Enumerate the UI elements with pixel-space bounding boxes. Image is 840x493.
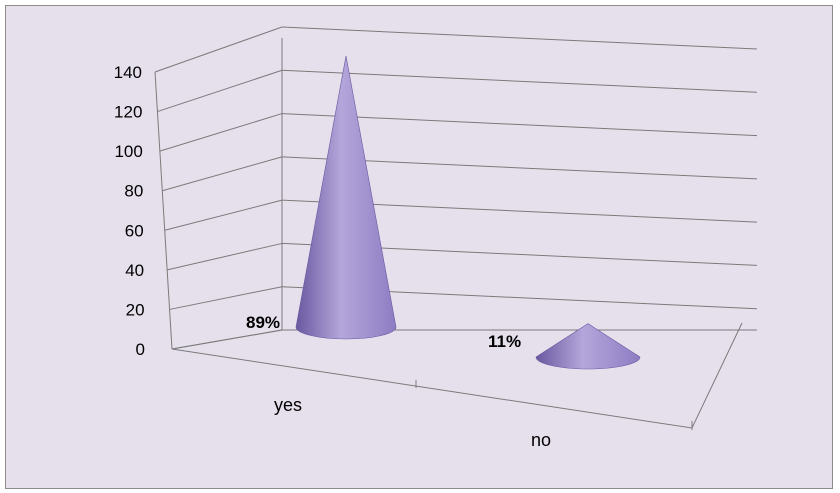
gridline-side xyxy=(154,26,283,73)
y-axis-tick-labels: 0 20 40 60 80 100 120 140 xyxy=(114,63,145,359)
y-tick-label: 40 xyxy=(125,261,144,280)
category-label-yes: yes xyxy=(274,395,302,415)
category-labels: yes no xyxy=(274,395,551,450)
gridline-side xyxy=(167,242,283,271)
gridlines xyxy=(154,26,758,350)
gridline-back xyxy=(281,113,758,137)
floor-edge xyxy=(171,322,743,429)
cone-yes xyxy=(295,55,397,340)
gridline-side xyxy=(159,113,283,152)
y-tick-label: 60 xyxy=(125,221,144,240)
y-tick-label: 80 xyxy=(124,182,143,201)
axes xyxy=(154,38,743,430)
y-axis-line xyxy=(154,71,173,350)
chart-area xyxy=(5,5,833,489)
gridline-side xyxy=(162,156,283,192)
y-tick-label: 140 xyxy=(114,63,142,82)
data-labels: 89% 11% xyxy=(246,313,521,351)
cone-no xyxy=(535,323,641,370)
y-tick-label: 0 xyxy=(136,340,145,359)
y-tick-label: 20 xyxy=(126,300,145,319)
y-tick-label: 100 xyxy=(114,142,142,161)
data-label-no: 11% xyxy=(488,332,521,351)
gridline-back xyxy=(281,69,758,93)
gridline-side xyxy=(157,69,283,113)
category-label-no: no xyxy=(531,430,551,450)
gridline-back xyxy=(281,26,758,50)
cones xyxy=(295,55,641,370)
data-label-yes: 89% xyxy=(246,313,280,332)
gridline-side xyxy=(169,286,283,310)
gridline-side xyxy=(164,199,283,231)
y-tick-label: 120 xyxy=(114,103,142,122)
floor-left-edge xyxy=(171,329,283,350)
